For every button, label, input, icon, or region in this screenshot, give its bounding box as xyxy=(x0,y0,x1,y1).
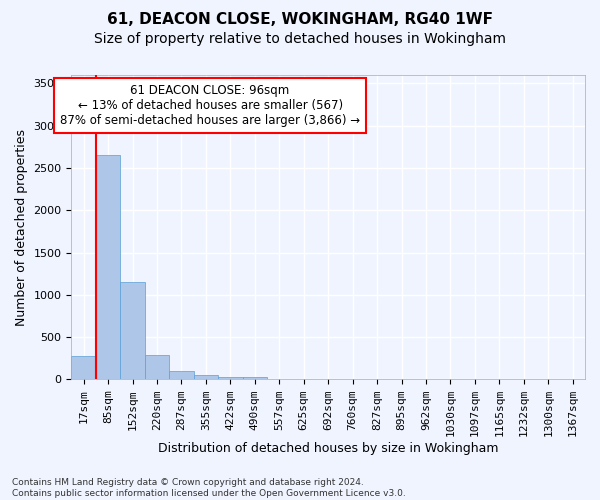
Text: 61 DEACON CLOSE: 96sqm
← 13% of detached houses are smaller (567)
87% of semi-de: 61 DEACON CLOSE: 96sqm ← 13% of detached… xyxy=(60,84,360,127)
Bar xyxy=(218,376,242,380)
Bar xyxy=(169,371,194,380)
Bar xyxy=(242,377,267,380)
Bar xyxy=(96,156,121,380)
Text: Size of property relative to detached houses in Wokingham: Size of property relative to detached ho… xyxy=(94,32,506,46)
Bar xyxy=(194,375,218,380)
Bar xyxy=(71,356,96,380)
Text: 61, DEACON CLOSE, WOKINGHAM, RG40 1WF: 61, DEACON CLOSE, WOKINGHAM, RG40 1WF xyxy=(107,12,493,28)
Bar xyxy=(145,356,169,380)
X-axis label: Distribution of detached houses by size in Wokingham: Distribution of detached houses by size … xyxy=(158,442,499,455)
Y-axis label: Number of detached properties: Number of detached properties xyxy=(15,128,28,326)
Text: Contains HM Land Registry data © Crown copyright and database right 2024.
Contai: Contains HM Land Registry data © Crown c… xyxy=(12,478,406,498)
Bar xyxy=(121,282,145,380)
